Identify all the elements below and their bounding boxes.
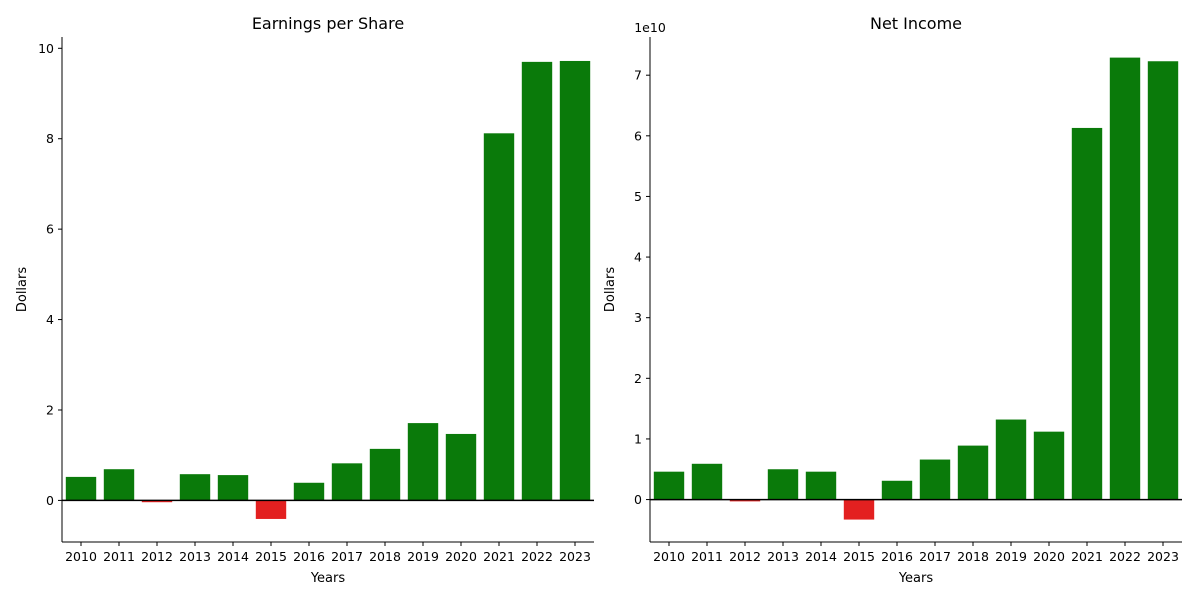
bar-2016	[293, 482, 325, 501]
y-tick-label: 1	[634, 431, 642, 446]
bar-2019	[995, 419, 1027, 500]
x-tick-label: 2011	[103, 549, 135, 564]
x-tick-label: 2017	[919, 549, 951, 564]
y-tick-label: 2	[46, 402, 54, 417]
bar-2017	[331, 463, 363, 501]
bar-2019	[407, 423, 439, 501]
y-tick-label: 5	[634, 189, 642, 204]
y-tick-label: 2	[634, 371, 642, 386]
y-tick-label: 6	[46, 222, 54, 237]
x-tick-label: 2019	[407, 549, 439, 564]
chart-panel-2: 0 1 2 3 4 5 6 7 2010 2011 2012 2013 2014 2015 2016 2017…	[603, 14, 1182, 586]
x-tick-label: 2022	[1109, 549, 1141, 564]
x-tick-label: 2021	[1071, 549, 1103, 564]
bar-2015	[255, 500, 287, 519]
bar-2018	[957, 445, 989, 500]
x-tick-label: 2012	[729, 549, 761, 564]
y-tick-label: 4	[46, 312, 54, 327]
bar-2017	[919, 459, 951, 500]
chart-panel-1: 0 2 4 6 8 10 2010 2011 2012 2013 2014 2015 2016 2017 2…	[15, 14, 594, 586]
y-tick-label: 10	[38, 41, 54, 56]
y-tick-label: 0	[634, 492, 642, 507]
x-tick-label: 2013	[179, 549, 211, 564]
x-tick-label: 2023	[1147, 549, 1179, 564]
bar-2011	[691, 463, 723, 500]
y-tick-label: 4	[634, 250, 642, 265]
x-tick-label: 2021	[483, 549, 515, 564]
bar-2015	[843, 499, 875, 520]
bar-2020	[1033, 431, 1065, 500]
x-tick-label: 2020	[1033, 549, 1065, 564]
bar-2013	[767, 469, 799, 500]
bar-2021	[1071, 127, 1103, 500]
bar-2012	[729, 499, 761, 502]
chart-title: Net Income	[870, 14, 962, 33]
bar-2021	[483, 133, 515, 501]
y-axis-offset-text: 1e10	[634, 20, 666, 35]
x-tick-label: 2013	[767, 549, 799, 564]
x-tick-label: 2018	[957, 549, 989, 564]
x-tick-label: 2017	[331, 549, 363, 564]
x-tick-label: 2014	[217, 549, 249, 564]
bar-2010	[653, 471, 685, 500]
x-tick-label: 2011	[691, 549, 723, 564]
x-tick-label: 2020	[445, 549, 477, 564]
bar-2023	[559, 60, 591, 501]
bar-2022	[1109, 57, 1141, 500]
y-tick-label: 6	[634, 128, 642, 143]
x-tick-label: 2022	[521, 549, 553, 564]
bar-2020	[445, 433, 477, 501]
bar-2022	[521, 61, 553, 501]
y-tick-label: 8	[46, 131, 54, 146]
x-tick-label: 2019	[995, 549, 1027, 564]
x-axis-label: Years	[898, 571, 934, 586]
x-tick-label: 2010	[65, 549, 97, 564]
x-tick-label: 2018	[369, 549, 401, 564]
bar-2014	[805, 471, 837, 500]
bar-2010	[65, 476, 97, 501]
y-axis-label: Dollars	[15, 267, 30, 312]
y-axis-label: Dollars	[603, 267, 618, 312]
bar-2016	[881, 480, 913, 500]
y-tick-label: 0	[46, 493, 54, 508]
y-tick-label: 7	[634, 68, 642, 83]
bar-2014	[217, 475, 249, 501]
y-tick-label: 3	[634, 310, 642, 325]
x-tick-label: 2016	[293, 549, 325, 564]
x-tick-label: 2015	[843, 549, 875, 564]
bar-2023	[1147, 61, 1179, 500]
x-axis-label: Years	[310, 571, 346, 586]
x-tick-label: 2010	[653, 549, 685, 564]
bar-2018	[369, 448, 401, 501]
bar-2011	[103, 469, 135, 501]
x-tick-label: 2014	[805, 549, 837, 564]
bar-2012	[141, 500, 173, 503]
x-tick-label: 2016	[881, 549, 913, 564]
x-tick-label: 2015	[255, 549, 287, 564]
bar-2013	[179, 474, 211, 501]
x-tick-label: 2023	[559, 549, 591, 564]
x-tick-label: 2012	[141, 549, 173, 564]
chart-title: Earnings per Share	[252, 14, 404, 33]
